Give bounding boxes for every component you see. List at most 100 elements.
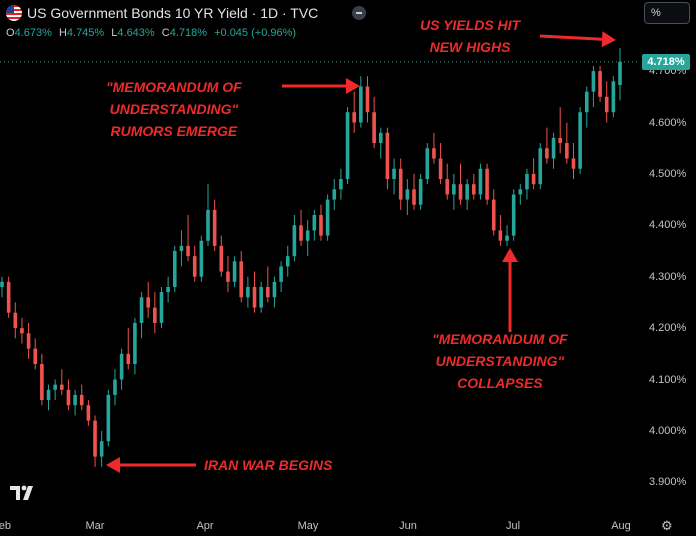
candle	[359, 76, 363, 128]
candle-body	[40, 364, 44, 401]
price-axis[interactable]: 4.700% 4.600% 4.500% 4.400% 4.300% 4.200% 4.10…	[640, 0, 696, 536]
iran-war-arrow	[106, 457, 196, 473]
candle	[511, 189, 516, 241]
candle	[259, 281, 263, 313]
gear-icon[interactable]: ⚙	[661, 518, 673, 533]
candle	[206, 184, 210, 246]
candle-body	[79, 394, 84, 406]
candlestick-chart[interactable]	[0, 0, 640, 536]
candle	[398, 158, 403, 210]
candle	[192, 245, 197, 282]
chart-header: US Government Bonds 10 YR Yield · 1D · T…	[0, 0, 640, 44]
candle	[525, 168, 529, 200]
candle	[93, 415, 97, 467]
candle	[126, 328, 131, 370]
candle-body	[93, 420, 97, 457]
candle	[325, 194, 330, 241]
candle	[305, 220, 310, 257]
candle-body	[478, 168, 483, 195]
minus-circle-icon[interactable]	[352, 6, 366, 20]
candle	[40, 353, 44, 406]
candle	[172, 245, 177, 293]
candle-body	[305, 230, 310, 241]
candle	[46, 384, 51, 411]
candle	[345, 107, 350, 185]
candle-body	[432, 148, 436, 159]
candle	[491, 189, 496, 236]
candle-body	[412, 189, 416, 205]
candle	[445, 163, 450, 200]
candle	[166, 276, 170, 303]
candle-body	[106, 394, 111, 442]
candle-body	[153, 307, 157, 323]
candle-body	[385, 132, 390, 180]
candle-body	[611, 81, 616, 113]
candle-body	[345, 112, 350, 180]
candle	[418, 173, 423, 210]
candle	[578, 107, 582, 174]
candle-body	[538, 148, 543, 185]
symbol-title[interactable]: US Government Bonds 10 YR Yield · 1D · T…	[27, 5, 319, 21]
candle	[505, 225, 509, 246]
candle-body	[511, 194, 516, 236]
mou-collapses-arrow	[502, 248, 518, 332]
candle	[186, 215, 190, 262]
candle-body	[159, 292, 164, 323]
candle-body	[365, 86, 370, 113]
y-tick-label: 4.100%	[649, 373, 687, 386]
candle	[199, 235, 204, 282]
candle-body	[20, 328, 24, 334]
candle	[13, 302, 18, 339]
tradingview-logo-icon	[10, 485, 33, 500]
candle-body	[99, 441, 104, 457]
candle-body	[571, 158, 576, 169]
candle-body	[531, 173, 536, 185]
x-tick-label: Jun	[399, 520, 417, 532]
x-tick-label: Jul	[505, 520, 521, 532]
open-label: O	[6, 27, 15, 39]
low-value: 4.643%	[117, 27, 155, 39]
close-label: C	[161, 27, 170, 39]
annotation-line: RUMORS EMERGE	[110, 123, 238, 139]
candle	[465, 179, 469, 210]
candle	[219, 235, 224, 277]
candle-body	[558, 137, 562, 144]
candle	[212, 199, 217, 251]
candle-body	[312, 215, 317, 231]
candle-body	[239, 261, 244, 298]
candle	[538, 143, 543, 190]
candle-body	[465, 184, 469, 200]
candle-body	[246, 286, 250, 298]
candle	[405, 179, 410, 216]
last-price-badge: 4.718%	[642, 53, 690, 70]
candle-body	[299, 225, 303, 241]
candle	[372, 96, 376, 149]
candle-body	[359, 86, 363, 123]
candle-body	[46, 389, 51, 401]
high-label: H	[58, 27, 67, 39]
annotation-line: NEW HIGHS	[429, 39, 511, 55]
candle-body	[53, 384, 57, 390]
candle-body	[172, 251, 177, 287]
y-tick-label: 4.600%	[649, 116, 687, 129]
y-tick-label: 4.300%	[649, 270, 687, 283]
x-tick-label: Mar	[85, 520, 105, 532]
candle	[153, 292, 157, 334]
candle-body	[73, 394, 77, 406]
annotation-line: UNDERSTANDING"	[109, 101, 239, 117]
candle-body	[279, 266, 283, 282]
candle	[352, 91, 356, 133]
candle	[518, 184, 523, 205]
annotation-line: US YIELDS HIT	[420, 17, 521, 33]
candle-body	[26, 333, 31, 349]
candle-body	[378, 132, 383, 144]
candle-body	[186, 245, 190, 257]
candle-body	[66, 389, 71, 406]
candle-body	[525, 173, 529, 190]
candle	[133, 317, 137, 375]
annotation-line: "MEMORANDUM OF	[106, 79, 242, 95]
candle	[385, 127, 390, 190]
percent-scale-button[interactable]: %	[644, 2, 690, 24]
candle-body	[372, 112, 376, 144]
candle	[425, 143, 430, 185]
